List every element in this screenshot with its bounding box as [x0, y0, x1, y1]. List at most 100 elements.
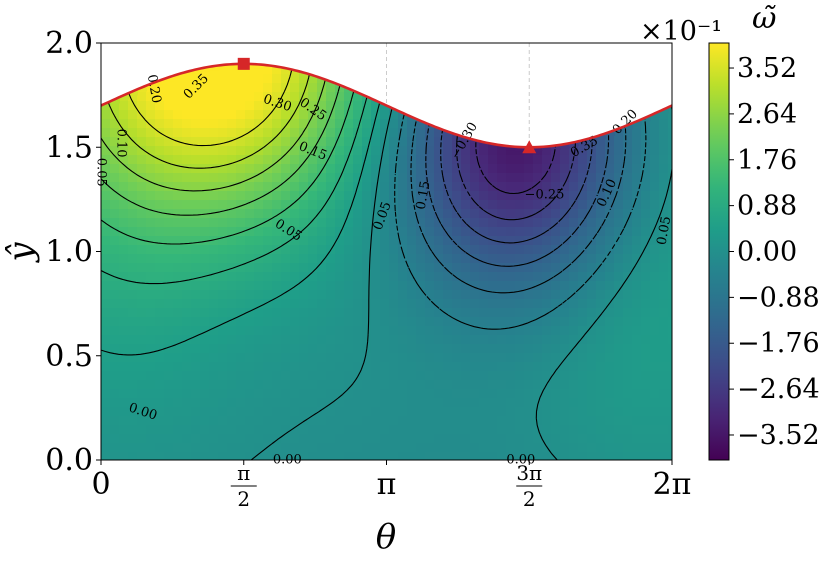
- heat-cell: [299, 263, 309, 273]
- triangle-marker: [522, 140, 537, 154]
- heat-cell: [443, 317, 453, 327]
- heat-cell: [101, 182, 111, 192]
- heat-cell: [128, 362, 138, 372]
- heat-cell: [182, 164, 192, 174]
- heat-cell: [497, 245, 507, 255]
- heat-cell: [344, 218, 354, 228]
- heat-cell: [371, 119, 381, 129]
- heat-cell: [317, 290, 327, 300]
- heat-cell: [353, 362, 363, 372]
- heat-cell: [218, 281, 228, 291]
- heat-cell: [173, 128, 183, 138]
- heat-cell: [308, 425, 318, 435]
- heat-cell: [101, 155, 111, 165]
- heat-cell: [668, 452, 672, 460]
- heat-cell: [416, 173, 426, 183]
- heat-cell: [425, 263, 435, 273]
- heat-cell: [587, 380, 597, 390]
- heat-cell: [578, 380, 588, 390]
- heat-cell: [155, 290, 165, 300]
- heat-cell: [308, 164, 318, 174]
- heat-cell: [209, 155, 219, 165]
- heat-cell: [587, 137, 597, 147]
- heat-cell: [128, 299, 138, 309]
- heat-cell: [443, 137, 453, 147]
- heat-cell: [164, 389, 174, 399]
- heat-cell: [515, 290, 525, 300]
- heat-cell: [488, 236, 498, 246]
- heat-cell: [236, 200, 246, 210]
- heat-cell: [227, 63, 237, 69]
- heat-cell: [182, 308, 192, 318]
- heat-cell: [137, 101, 147, 111]
- heat-cell: [443, 434, 453, 444]
- heat-cell: [263, 443, 273, 453]
- markers: [237, 57, 537, 154]
- heat-cell: [281, 245, 291, 255]
- heat-cell: [578, 344, 588, 354]
- heat-cell: [290, 353, 300, 363]
- heat-cell: [245, 416, 255, 426]
- heat-cell: [506, 155, 516, 165]
- heat-cell: [110, 443, 120, 453]
- heat-cell: [488, 200, 498, 210]
- heat-cell: [218, 155, 228, 165]
- heat-cell: [281, 119, 291, 129]
- heat-cell: [497, 290, 507, 300]
- heat-cell: [110, 110, 120, 120]
- heat-cell: [434, 389, 444, 399]
- heat-cell: [641, 272, 651, 282]
- heat-cell: [137, 209, 147, 219]
- heat-cell: [245, 281, 255, 291]
- heat-cell: [416, 425, 426, 435]
- heat-cell: [560, 218, 570, 228]
- heat-cell: [245, 263, 255, 273]
- heat-cell: [515, 173, 525, 183]
- heat-cell: [146, 92, 156, 102]
- heat-cell: [425, 200, 435, 210]
- heat-cell: [542, 164, 552, 174]
- heat-cell: [650, 209, 660, 219]
- heat-cell: [542, 200, 552, 210]
- heat-cell: [596, 380, 606, 390]
- heat-cell: [263, 245, 273, 255]
- heat-cell: [596, 263, 606, 273]
- heat-cell: [542, 344, 552, 354]
- heat-cell: [299, 353, 309, 363]
- heat-cell: [128, 407, 138, 417]
- heat-cell: [470, 146, 480, 156]
- heat-cell: [335, 299, 345, 309]
- heat-cell: [254, 173, 264, 183]
- heat-cell: [605, 218, 615, 228]
- heat-cell: [353, 380, 363, 390]
- heat-cell: [236, 245, 246, 255]
- heat-cell: [587, 173, 597, 183]
- heat-cell: [551, 272, 561, 282]
- heat-cell: [119, 353, 129, 363]
- heat-cell: [569, 353, 579, 363]
- heat-cell: [587, 452, 597, 460]
- heat-cell: [551, 398, 561, 408]
- heat-cell: [236, 317, 246, 327]
- heat-cell: [407, 155, 417, 165]
- heat-cell: [110, 218, 120, 228]
- heat-cell: [362, 425, 372, 435]
- heat-cell: [173, 74, 183, 84]
- heat-cell: [443, 389, 453, 399]
- heat-cell: [389, 398, 399, 408]
- colorbar-tick-label: 1.76: [737, 145, 797, 176]
- heat-cell: [101, 290, 111, 300]
- heat-cell: [389, 272, 399, 282]
- heat-cell: [452, 434, 462, 444]
- heat-cell: [155, 380, 165, 390]
- heat-cell: [137, 416, 147, 426]
- heat-cell: [137, 335, 147, 345]
- heat-cell: [137, 353, 147, 363]
- heat-cell: [632, 353, 642, 363]
- heat-cell: [110, 362, 120, 372]
- heat-cell: [317, 137, 327, 147]
- heat-cell: [380, 407, 390, 417]
- heat-cell: [101, 119, 111, 129]
- heat-cell: [533, 371, 543, 381]
- heat-cell: [380, 128, 390, 138]
